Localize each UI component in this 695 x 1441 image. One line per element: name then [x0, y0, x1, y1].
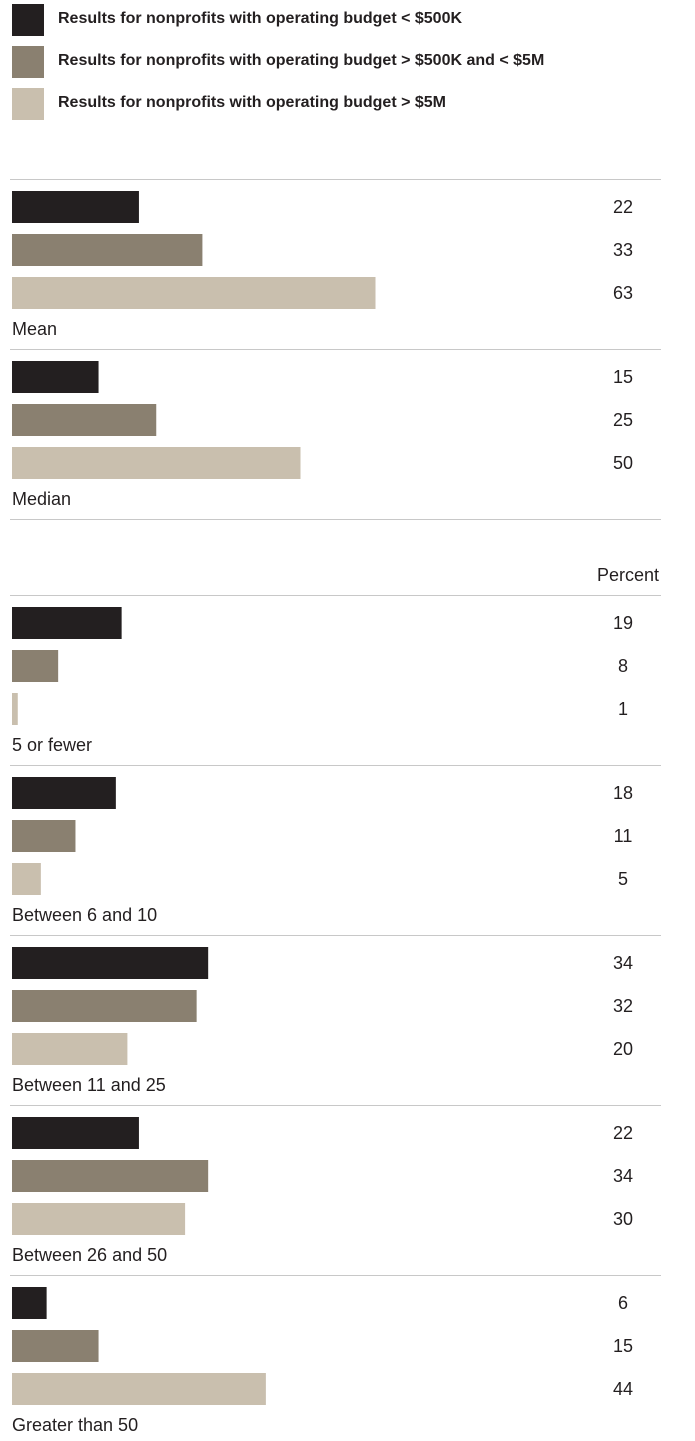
data-label-5-or-fewer-series-2: 8 [618, 656, 628, 676]
data-label-greater-than-50-series-3: 44 [613, 1379, 633, 1399]
bar-between-26-and-50-series-1 [12, 1117, 139, 1149]
data-label-5-or-fewer-series-1: 19 [613, 613, 633, 633]
legend-swatch-small-budget [12, 4, 44, 36]
legend-label-large-budget: Results for nonprofits with operating bu… [58, 94, 447, 111]
bar-5-or-fewer-series-3 [12, 693, 18, 725]
bar-mean-series-3 [12, 277, 376, 309]
bar-between-26-and-50-series-2 [12, 1160, 209, 1192]
bar-5-or-fewer-series-1 [12, 607, 122, 639]
legend-item-mid-budget: Results for nonprofits with operating bu… [12, 46, 695, 78]
category-label-greater-than-50: Greater than 50 [12, 1415, 138, 1435]
bar-between-6-and-10-series-1 [12, 777, 116, 809]
data-label-5-or-fewer-series-3: 1 [618, 699, 628, 719]
data-label-between-11-and-25-series-3: 20 [613, 1039, 633, 1059]
unit-label: Percent [597, 565, 659, 585]
legend-label-small-budget: Results for nonprofits with operating bu… [58, 10, 463, 27]
bar-5-or-fewer-series-2 [12, 650, 59, 682]
bar-greater-than-50-series-1 [12, 1287, 47, 1319]
data-label-between-6-and-10-series-3: 5 [618, 869, 628, 889]
category-label-5-or-fewer: 5 or fewer [12, 735, 92, 755]
data-label-median-series-1: 15 [613, 367, 633, 387]
data-label-between-26-and-50-series-2: 34 [613, 1166, 633, 1186]
legend-item-small-budget: Results for nonprofits with operating bu… [12, 4, 695, 36]
bar-median-series-3 [12, 447, 301, 479]
data-label-median-series-2: 25 [613, 410, 633, 430]
legend-swatch-mid-budget [12, 46, 44, 78]
data-label-between-26-and-50-series-1: 22 [613, 1123, 633, 1143]
bar-between-11-and-25-series-2 [12, 990, 197, 1022]
bar-greater-than-50-series-3 [12, 1373, 266, 1405]
data-label-mean-series-2: 33 [613, 240, 633, 260]
data-label-between-26-and-50-series-3: 30 [613, 1209, 633, 1229]
bar-between-26-and-50-series-3 [12, 1203, 186, 1235]
bar-between-11-and-25-series-1 [12, 947, 209, 979]
bar-median-series-2 [12, 404, 157, 436]
data-label-median-series-3: 50 [613, 453, 633, 473]
data-label-between-6-and-10-series-1: 18 [613, 783, 633, 803]
bar-mean-series-2 [12, 234, 203, 266]
bar-between-6-and-10-series-2 [12, 820, 76, 852]
data-label-mean-series-1: 22 [613, 197, 633, 217]
data-label-greater-than-50-series-1: 6 [618, 1293, 628, 1313]
legend-swatch-large-budget [12, 88, 44, 120]
bar-greater-than-50-series-2 [12, 1330, 99, 1362]
category-label-between-26-and-50: Between 26 and 50 [12, 1245, 167, 1265]
data-label-greater-than-50-series-2: 15 [613, 1336, 633, 1356]
data-label-between-6-and-10-series-2: 11 [614, 826, 633, 846]
data-label-between-11-and-25-series-2: 32 [613, 996, 633, 1016]
category-label-median: Median [12, 489, 71, 509]
legend-item-large-budget: Results for nonprofits with operating bu… [12, 88, 695, 120]
bar-between-11-and-25-series-3 [12, 1033, 128, 1065]
legend-label-mid-budget: Results for nonprofits with operating bu… [58, 52, 545, 69]
bar-median-series-1 [12, 361, 99, 393]
category-label-mean: Mean [12, 319, 57, 339]
category-label-between-6-and-10: Between 6 and 10 [12, 905, 157, 925]
bar-between-6-and-10-series-3 [12, 863, 41, 895]
data-label-mean-series-3: 63 [613, 283, 633, 303]
bar-mean-series-1 [12, 191, 139, 223]
data-label-between-11-and-25-series-1: 34 [613, 953, 633, 973]
category-label-between-11-and-25: Between 11 and 25 [12, 1075, 166, 1095]
